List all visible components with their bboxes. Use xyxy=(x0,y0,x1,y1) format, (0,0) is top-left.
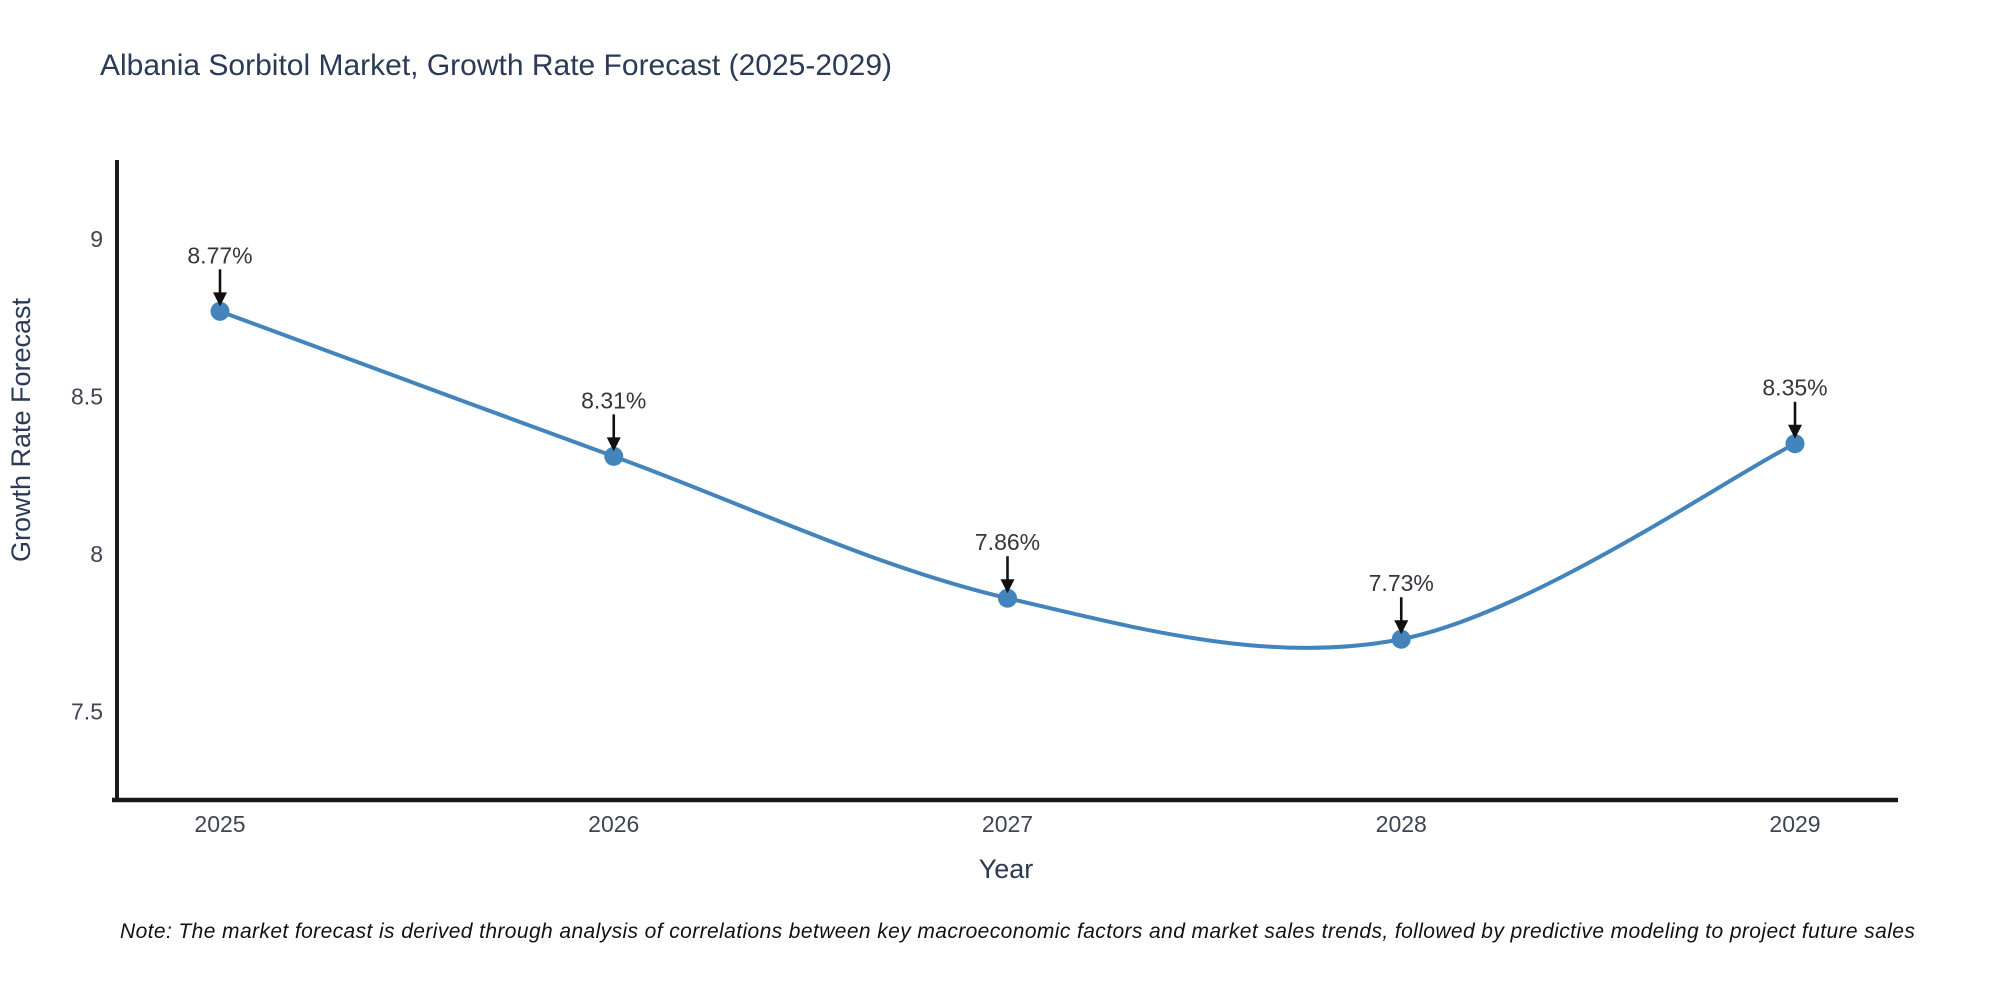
annotation-label: 7.86% xyxy=(975,529,1040,555)
annotation-arrow-head xyxy=(213,292,227,307)
y-axis-title: Growth Rate Forecast xyxy=(6,297,36,562)
x-tick-label: 2028 xyxy=(1376,811,1427,837)
tick-labels-layer: 7.5 8 8.5 9 2025 2026 2027 2028 2029 xyxy=(71,226,1821,837)
annotation-label: 8.35% xyxy=(1762,375,1827,401)
data-point-marker xyxy=(1785,434,1805,454)
chart-title: Albania Sorbitol Market, Growth Rate For… xyxy=(100,49,892,82)
x-tick-label: 2027 xyxy=(982,811,1033,837)
x-tick-label: 2026 xyxy=(588,811,639,837)
series-layer xyxy=(210,301,1805,650)
y-tick-label: 7.5 xyxy=(71,699,103,725)
y-tick-label: 8 xyxy=(90,541,103,567)
annotation-arrow-head xyxy=(1000,579,1015,594)
data-point-marker xyxy=(604,446,624,466)
data-point-marker xyxy=(998,588,1017,608)
x-tick-label: 2025 xyxy=(194,811,245,837)
y-tick-label: 9 xyxy=(90,226,103,252)
data-point-marker xyxy=(210,301,230,321)
annotation-arrow-head xyxy=(1394,620,1409,635)
footnote: Note: The market forecast is derived thr… xyxy=(120,920,1915,943)
data-point-marker xyxy=(1391,629,1411,649)
annotations-layer: 8.77% 8.31% 7.86% 7.73% 8.35% xyxy=(187,242,1828,635)
x-tick-label: 2029 xyxy=(1769,811,1820,837)
y-tick-label: 8.5 xyxy=(71,383,103,409)
x-axis-title: Year xyxy=(979,854,1034,884)
annotation-arrow-head xyxy=(1788,424,1802,439)
annotation-label: 7.73% xyxy=(1369,570,1434,596)
annotation-label: 8.31% xyxy=(581,387,646,413)
annotation-arrow-head xyxy=(606,437,621,452)
annotation-label: 8.77% xyxy=(187,242,252,268)
axes-layer xyxy=(112,160,1898,803)
